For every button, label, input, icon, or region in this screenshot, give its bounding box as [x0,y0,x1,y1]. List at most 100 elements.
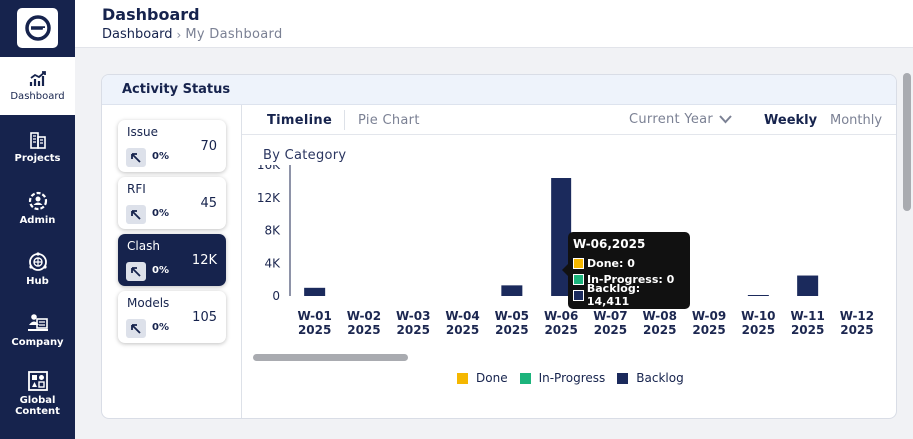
period-monthly[interactable]: Monthly [830,113,883,128]
sidebar-item-hub[interactable]: Hub [0,240,75,298]
global-content-icon [27,370,48,391]
legend-swatch [519,372,531,384]
category-card-models[interactable]: Models 105 0% [118,291,226,343]
sidebar-item-label: Company [11,337,64,348]
x-tick-label-year: 2025 [397,323,430,337]
x-tick-label-week: W-05 [495,309,529,323]
year-filter-value: Current Year [629,112,714,127]
x-tick-label-year: 2025 [594,323,627,337]
legend-label: Backlog [636,371,684,385]
x-tick-label-week: W-02 [347,309,381,323]
x-tick-label-year: 2025 [544,323,577,337]
admin-gear-icon [28,191,47,211]
sidebar-item-global-content[interactable]: Global Content [0,362,75,424]
chart-tooltip: W-06,2025 Done: 0 In-Progress: 0 Backlog… [562,232,690,309]
x-tick-label-week: W-01 [297,309,331,323]
x-tick-label-year: 2025 [495,323,528,337]
tab-timeline[interactable]: Timeline [267,113,333,128]
page-title: Dashboard [102,5,200,24]
breadcrumb: Dashboard › My Dashboard [102,27,283,42]
arrow-up-left-icon [126,148,146,167]
x-tick-label-week: W-04 [445,309,479,323]
legend-item-done[interactable]: Done [457,371,508,385]
legend-label: Done [476,371,508,385]
bar-backlog [304,287,326,296]
legend-label: In-Progress [538,371,606,385]
category-card-issue[interactable]: Issue 70 0% [118,120,226,172]
y-tick-label: 16K [257,165,281,172]
buildings-icon [29,132,46,149]
breadcrumb-root-link[interactable]: Dashboard [102,27,173,42]
legend-swatch [457,372,468,384]
tooltip-label: Backlog: 14,411 [586,282,641,308]
legend-item-in-progress[interactable]: In-Progress [519,371,606,385]
x-tick-label-week: W-08 [643,309,677,323]
tooltip-row-done: Done: 0 [573,255,685,271]
sidebar-item-label: Admin [19,215,56,226]
category-count: 45 [200,196,217,211]
card-title: Activity Status [122,82,231,97]
category-count: 105 [192,310,217,325]
category-count: 12K [191,253,217,268]
sidebar-item-dashboard[interactable]: Dashboard [0,57,75,115]
y-tick-label: 12K [257,191,281,205]
category-percent: 0% [152,208,169,219]
chart-horizontal-scrollbar[interactable] [253,354,408,361]
tab-pie-chart[interactable]: Pie Chart [358,113,420,128]
card-header: Activity Status [102,75,896,105]
category-name: Issue [127,125,159,139]
bar-backlog [501,285,523,296]
year-filter-dropdown[interactable]: Current Year [629,112,732,127]
x-tick-label-year: 2025 [742,323,775,337]
x-tick-label-year: 2025 [643,323,676,337]
sidebar-item-company[interactable]: Company [0,301,75,359]
sidebar-item-label: Global Content [15,394,60,417]
chart-toolbar: Timeline Pie Chart Current Year Weekly M… [242,105,896,135]
chart-trend-icon [29,71,46,86]
category-percent: 0% [152,151,169,162]
chart-legend: Done In-Progress Backlog [457,371,696,385]
app-logo[interactable] [17,8,58,48]
chevron-down-icon [719,115,732,124]
category-card-rfi[interactable]: RFI 45 0% [118,177,226,229]
bar-backlog [797,275,819,296]
sidebar-item-admin[interactable]: Admin [0,179,75,237]
x-tick-label-week: W-03 [396,309,430,323]
tooltip-row-backlog: Backlog: 14,411 [573,282,685,308]
category-name: Clash [127,239,160,253]
x-tick-label-year: 2025 [347,323,380,337]
tooltip-label: Done: 0 [587,256,635,270]
breadcrumb-current: My Dashboard [185,27,283,42]
x-tick-label-year: 2025 [298,323,331,337]
x-tick-label-week: W-06 [544,309,578,323]
tooltip-row-in-progress: In-Progress: 0 [573,271,685,287]
legend-swatch [617,372,629,384]
x-tick-label-year: 2025 [446,323,479,337]
tooltip-title: W-06,2025 [573,237,646,251]
tooltip-swatch-in-progress [573,273,584,285]
category-card-clash[interactable]: Clash 12K 0% [118,234,226,286]
arrow-up-left-icon [126,319,146,338]
category-count: 70 [200,139,217,154]
y-tick-label: 0 [272,289,280,303]
arrow-up-left-icon [126,262,146,281]
tooltip-label: In-Progress: 0 [587,272,675,286]
sidebar-item-label: Dashboard [10,91,65,102]
activity-status-card: Activity Status Issue 70 0% RFI 45 0% Cl… [101,74,897,419]
category-name: RFI [127,182,146,196]
x-tick-label-week: W-07 [593,309,627,323]
panel-divider [241,105,242,418]
page-scrollbar[interactable] [903,73,911,211]
timeline-bar-chart: 04K8K12K16KW-012025W-022025W-032025W-042… [257,165,874,337]
x-tick-label-week: W-10 [741,309,775,323]
sidebar-item-projects[interactable]: Projects [0,118,75,176]
x-tick-label-week: W-12 [840,309,874,323]
period-weekly[interactable]: Weekly [764,113,818,128]
legend-item-backlog[interactable]: Backlog [617,371,684,385]
company-icon [27,314,48,331]
x-tick-label-year: 2025 [840,323,873,337]
tab-divider [344,110,345,130]
x-tick-label-week: W-11 [790,309,824,323]
arrow-up-left-icon [126,205,146,224]
x-tick-label-year: 2025 [692,323,725,337]
